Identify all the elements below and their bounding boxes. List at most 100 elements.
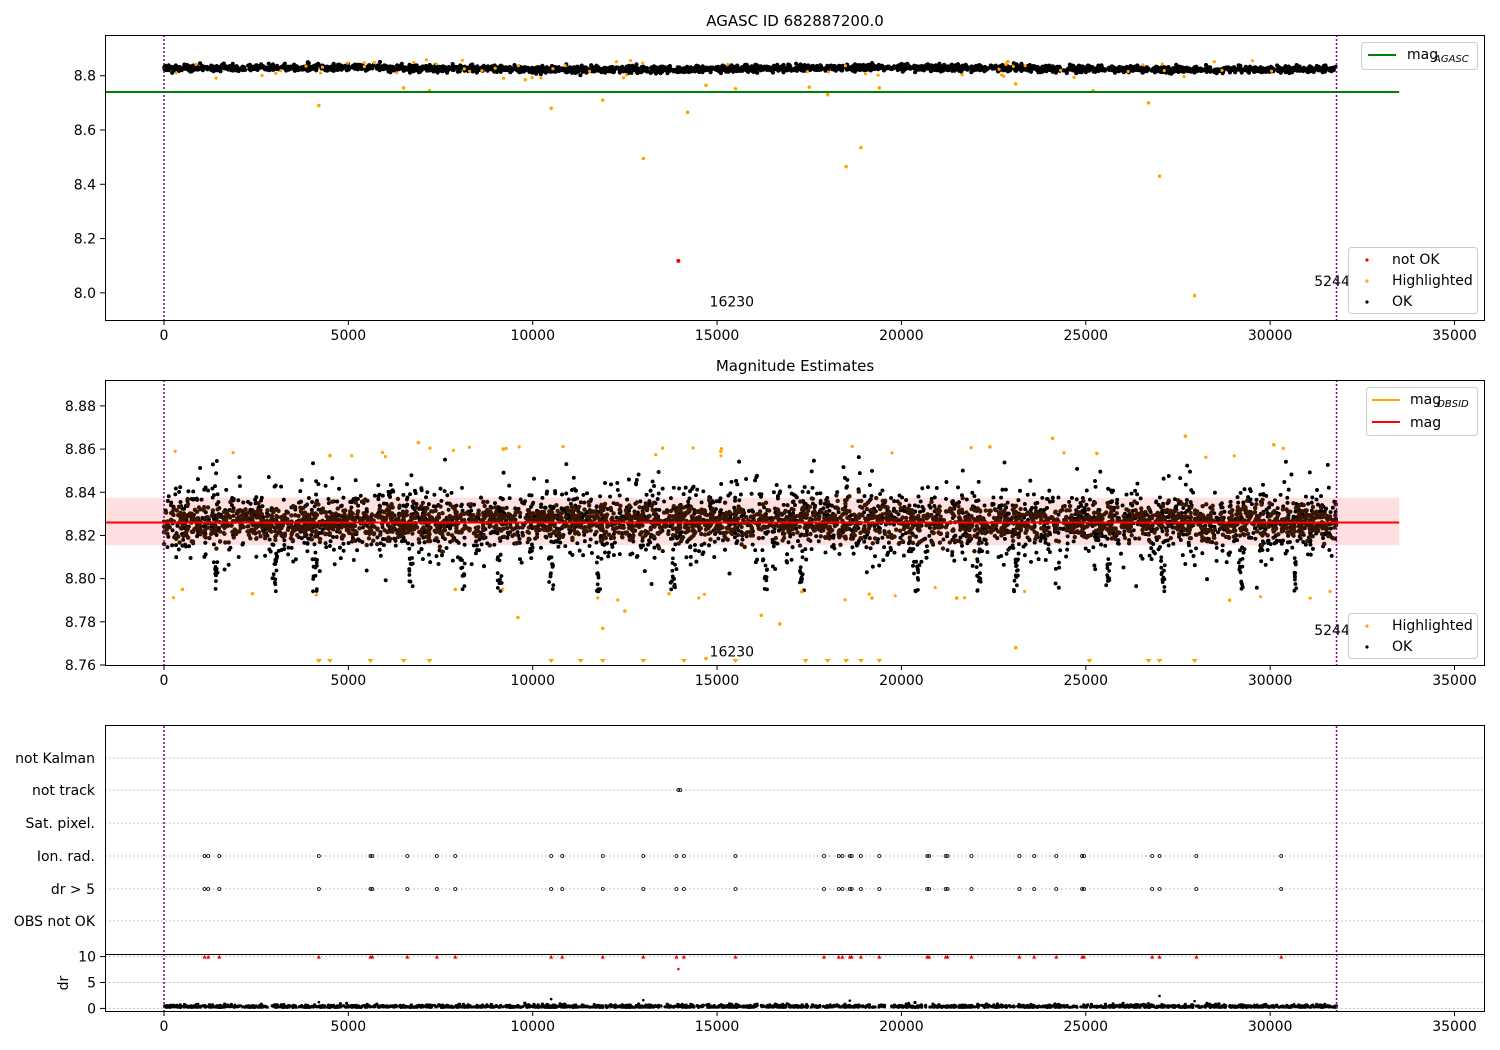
ok-point (532, 68, 537, 74)
ok-point (1254, 68, 1259, 73)
highlighted-point (317, 103, 321, 108)
ok-point (273, 65, 278, 70)
ok-point (990, 64, 995, 69)
ok-legend-marker (1365, 300, 1369, 304)
ok-point (620, 66, 625, 72)
ok-point (527, 69, 532, 74)
ok-point (438, 68, 443, 73)
ok-point (446, 66, 451, 71)
ok-point (886, 64, 891, 70)
ok-point (227, 66, 232, 71)
p2-y-tick-label: 8.82 (65, 528, 96, 544)
ok-point (296, 67, 301, 73)
ok-point (170, 70, 175, 75)
ok-point (377, 59, 383, 65)
ok-point (1212, 70, 1217, 75)
ok-point (509, 68, 514, 73)
highlighted-point (685, 110, 690, 115)
highlighted-point (733, 86, 738, 91)
ok-point (1227, 66, 1232, 71)
highlighted-point (395, 71, 399, 75)
ok-point (614, 65, 619, 70)
highlighted-point (1072, 75, 1076, 79)
ok-point (177, 65, 182, 70)
highlighted-point (412, 60, 416, 65)
ok-point (767, 66, 773, 71)
ok-point (292, 68, 297, 73)
ok-point (974, 67, 979, 72)
ok-point (1270, 65, 1275, 71)
ok-point (1102, 68, 1107, 73)
ok-point (266, 61, 271, 66)
ok-point (639, 67, 644, 72)
ok-point (1307, 67, 1312, 72)
ok-point (407, 62, 412, 67)
highlighted-point (641, 156, 646, 161)
ok-point (915, 65, 920, 70)
p2-x-tick-label: 35000 (1432, 673, 1477, 689)
ok-point (684, 69, 689, 74)
highlighted-point (1004, 62, 1008, 66)
ok-point (1276, 68, 1281, 74)
p1-y-tick-label: 8.0 (74, 286, 96, 302)
highlighted-point (493, 66, 497, 70)
highlighted-point (587, 69, 592, 73)
ok-point (758, 68, 763, 73)
ok-point (880, 64, 885, 69)
p2-y-tick-label: 8.88 (65, 399, 96, 415)
highlighted-point (621, 76, 626, 80)
highlighted-point (320, 65, 325, 69)
ok-point (243, 67, 248, 72)
ok-point (251, 66, 256, 71)
ok-point (747, 65, 752, 70)
panel1-title: AGASC ID 682887200.0 (706, 12, 884, 30)
highlighted-point (539, 76, 543, 80)
ok-point (1301, 68, 1306, 74)
highlighted-point (1250, 59, 1255, 63)
ok-point (965, 67, 970, 72)
highlighted-point (1002, 74, 1006, 78)
ok-point (399, 61, 404, 66)
ok-point (1208, 65, 1213, 70)
ok-point (1275, 63, 1280, 68)
ok-point (544, 65, 550, 70)
p2-x-tick-label: 20000 (879, 673, 924, 689)
highlighted-point (530, 76, 534, 80)
highlighted-point (1013, 82, 1018, 86)
p2-x-tick-label: 25000 (1064, 673, 1109, 689)
ok-point (831, 67, 836, 72)
ok-point (788, 67, 793, 72)
ok-point (396, 67, 401, 72)
p1-x-tick-label: 30000 (1248, 328, 1293, 344)
ok-point (307, 65, 312, 70)
ok-point (335, 65, 340, 70)
ok-point (170, 66, 175, 71)
highlighted-point (174, 71, 178, 75)
highlighted-point (1126, 69, 1130, 74)
highlighted-point (1182, 75, 1186, 79)
ok-point (346, 65, 351, 70)
ok-point (165, 65, 170, 70)
ok-point (269, 65, 274, 70)
highlighted-point (600, 98, 605, 102)
ok-point (536, 68, 541, 73)
ok-point (718, 70, 724, 76)
highlighted-point (877, 86, 882, 90)
ok-point (216, 66, 221, 71)
ok-point (376, 66, 381, 71)
ok-legend-label: OK (1392, 294, 1413, 310)
ok-point (328, 64, 333, 69)
ok-point (471, 65, 477, 70)
ok-point (230, 61, 235, 66)
ok-point (412, 67, 417, 72)
highlighted-point (551, 67, 555, 71)
p2-y-tick-label: 8.78 (65, 615, 96, 631)
ok-point (420, 64, 425, 69)
ok-point (541, 68, 546, 73)
highlighted-point (480, 69, 484, 73)
ok-point (1117, 64, 1122, 70)
ok-point (729, 63, 734, 68)
ok-point (1133, 66, 1138, 71)
ok-point (567, 65, 572, 70)
highlighted-point (304, 64, 308, 68)
